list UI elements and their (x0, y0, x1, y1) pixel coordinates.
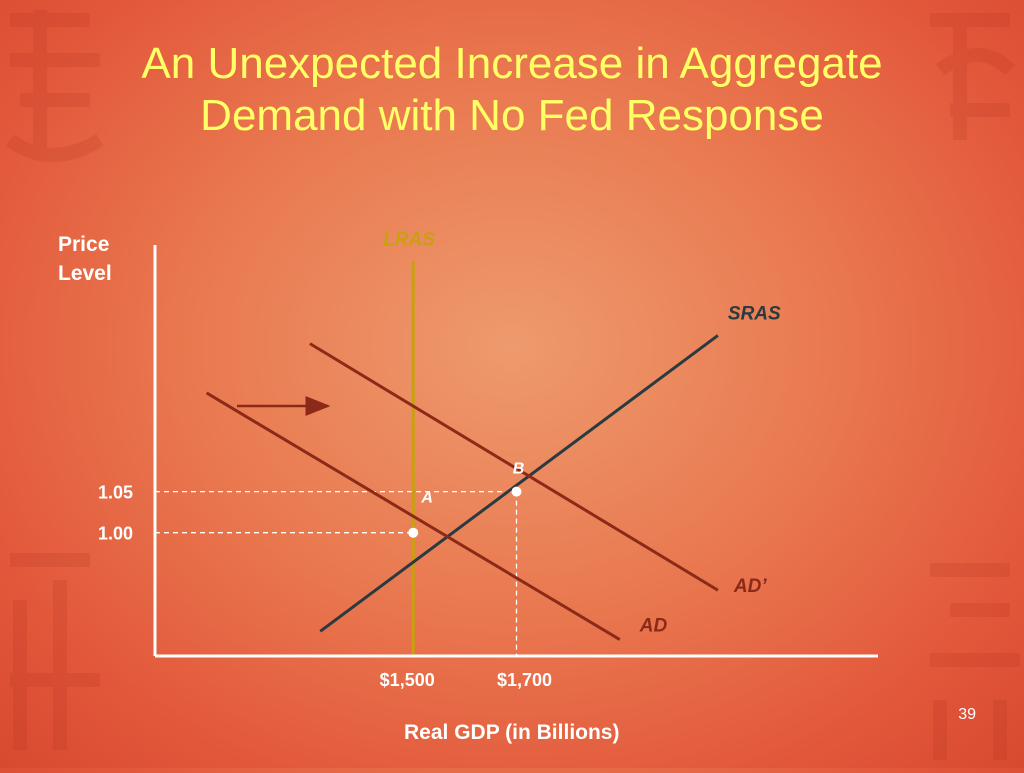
curve-label-3: AD’ (733, 576, 767, 597)
point-A (408, 527, 419, 538)
x-tick-label-1: $1,700 (497, 670, 552, 690)
point-label-B: B (513, 461, 525, 478)
slide-title: An Unexpected Increase in Aggregate Dema… (0, 38, 1024, 142)
y-axis-label: Price Level (58, 230, 112, 288)
slide-number: 39 (958, 706, 976, 723)
curve-sras (319, 334, 719, 633)
y-tick-label-1: 1.05 (98, 483, 133, 503)
curve-label-0: LRAS (383, 229, 435, 250)
title-line-1: An Unexpected Increase in Aggregate (141, 39, 883, 88)
x-tick-label-0: $1,500 (380, 670, 435, 690)
curve-ad-prime (309, 342, 719, 592)
curve-ad (205, 391, 621, 641)
x-axis-label: Real GDP (in Billions) (404, 721, 620, 744)
curve-label-2: AD (639, 616, 668, 637)
y-axis-label-line-2: Level (58, 262, 112, 285)
title-line-2: Demand with No Fed Response (200, 91, 824, 140)
point-B (511, 486, 522, 497)
point-label-A: A (420, 490, 433, 507)
y-axis-label-line-1: Price (58, 233, 110, 256)
curve-label-1: SRAS (728, 303, 781, 324)
y-tick-label-0: 1.00 (98, 524, 133, 544)
